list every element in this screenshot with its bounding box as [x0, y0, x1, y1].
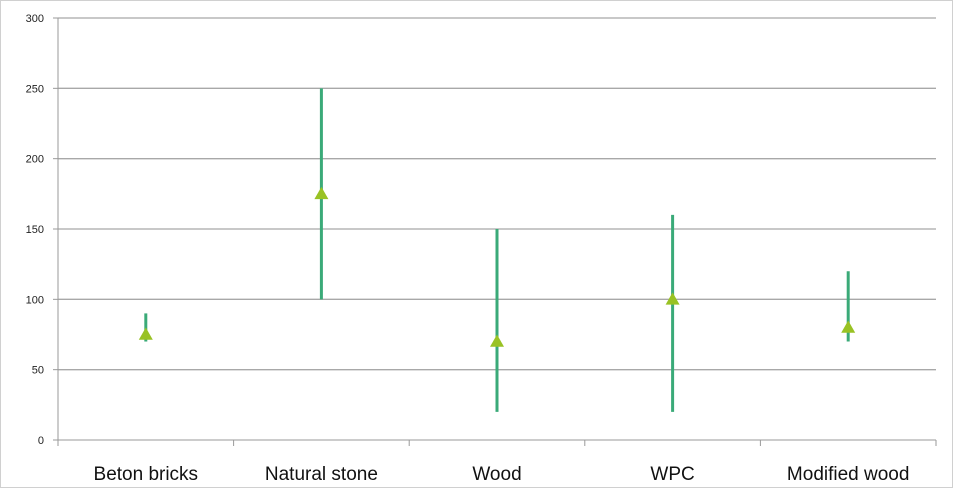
x-tick-label: Natural stone	[265, 464, 378, 485]
y-tick-label: 100	[26, 294, 44, 306]
range-series	[138, 88, 856, 412]
y-tick-label: 150	[26, 224, 44, 236]
y-tick-label: 200	[26, 154, 44, 166]
y-tick-label: 250	[26, 83, 44, 95]
x-axis-ticks: Beton bricks Natural stone Wood WPC Modified…	[57, 440, 937, 485]
y-tick-label: 50	[32, 365, 44, 377]
x-tick-label: Modified wood	[787, 464, 910, 485]
x-tick-label: Wood	[472, 464, 521, 485]
mid-marker	[138, 327, 153, 340]
mid-marker	[314, 186, 329, 200]
x-tick-label: WPC	[650, 464, 694, 485]
mid-marker	[490, 334, 504, 347]
mid-marker	[841, 320, 856, 333]
x-tick-label: Beton bricks	[94, 464, 199, 485]
y-tick-label: 300	[26, 13, 44, 25]
y-axis-ticks: 0 50 100 150 200 250 300	[26, 13, 58, 447]
y-tick-label: 0	[38, 435, 44, 447]
mid-marker	[665, 292, 680, 305]
